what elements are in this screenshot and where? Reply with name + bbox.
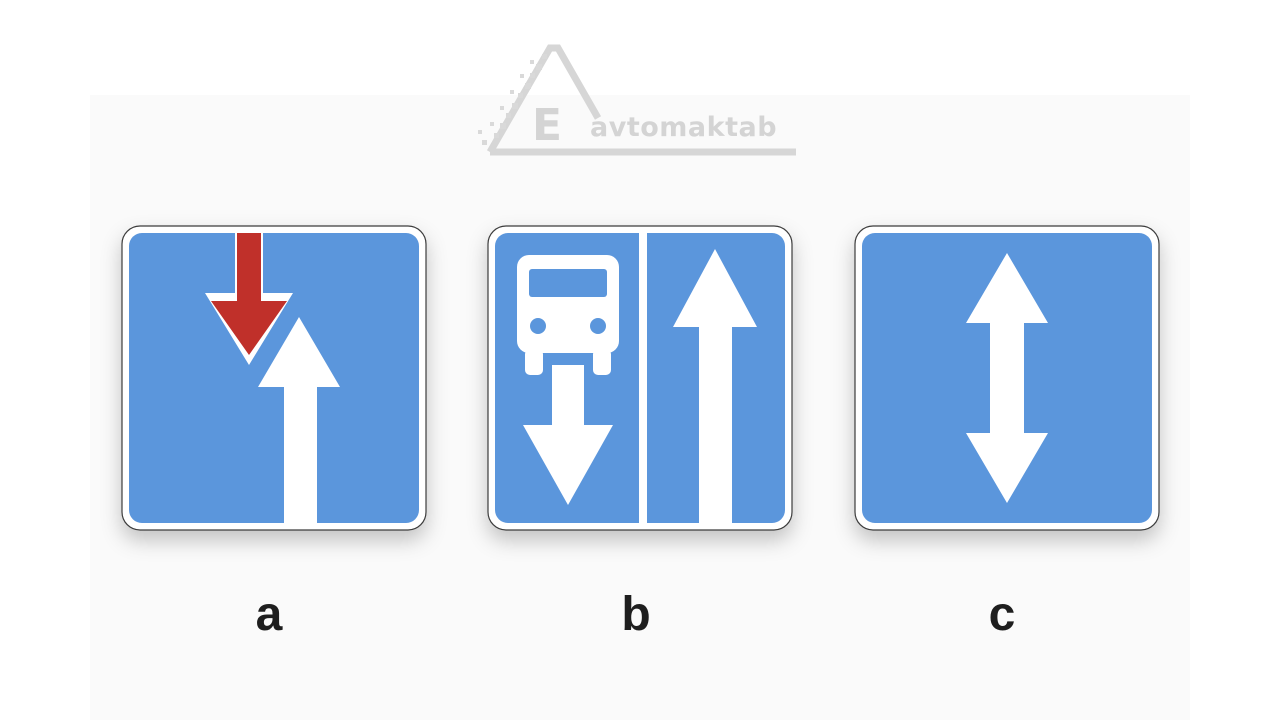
sign-a-label: a xyxy=(255,588,283,641)
sign-a[interactable] xyxy=(121,225,427,531)
sign-b-label: b xyxy=(621,588,651,641)
sign-c-label: c xyxy=(988,588,1016,641)
logo-letter: E xyxy=(532,100,562,151)
oncoming-traffic-priority-icon xyxy=(121,225,427,531)
logo-roof-icon: E xyxy=(478,44,796,156)
logo-text: avtomaktab xyxy=(590,112,778,143)
sign-b[interactable] xyxy=(487,225,793,531)
bus-icon xyxy=(517,255,619,375)
bus-lane-reverse-icon xyxy=(487,225,793,531)
two-way-traffic-icon xyxy=(854,225,1160,531)
avtomaktab-logo: E avtomaktab xyxy=(470,40,810,170)
sign-c[interactable] xyxy=(854,225,1160,531)
